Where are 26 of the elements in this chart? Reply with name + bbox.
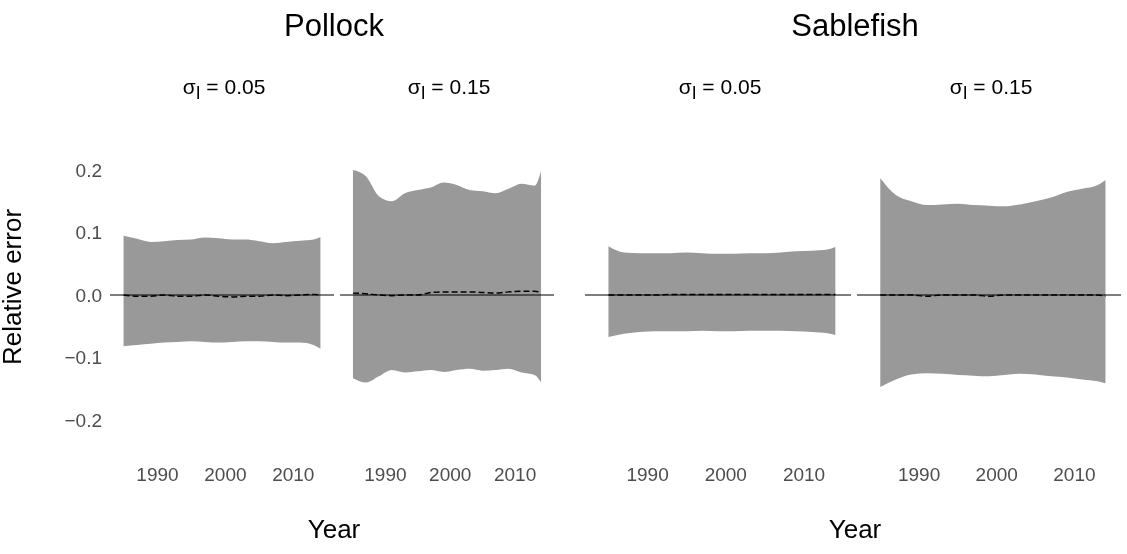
x-tick-label: 2010 bbox=[493, 464, 537, 486]
x-tick-label: 1990 bbox=[626, 464, 669, 486]
chart-title: Sablefish bbox=[790, 8, 920, 44]
chart-subtitle: σ$_{I}$ = 0.15 bbox=[406, 75, 492, 105]
x-tick-label: 2000 bbox=[975, 464, 1018, 486]
x-tick-label: 2010 bbox=[782, 464, 826, 486]
y-tick-label: 0.0 bbox=[75, 284, 102, 306]
y-tick-label: 0.2 bbox=[75, 159, 102, 181]
x-tick-label: 1990 bbox=[364, 464, 407, 486]
x-tick-label: 2010 bbox=[272, 464, 315, 486]
chart-subtitle: σ$_{I}$ = 0.15 bbox=[948, 75, 1034, 105]
y-tick-label: −0.1 bbox=[64, 347, 102, 369]
chart-subtitle: σ$_{I}$ = 0.05 bbox=[677, 75, 763, 105]
y-tick-label: 0.1 bbox=[75, 222, 102, 244]
x-axis-title: Year bbox=[306, 514, 362, 545]
x-tick-label: 2000 bbox=[429, 464, 472, 486]
x-tick-label: 2000 bbox=[704, 464, 747, 486]
x-tick-label: 2010 bbox=[1053, 464, 1096, 486]
y-axis-title: Relative error bbox=[0, 208, 28, 365]
y-tick-label: −0.2 bbox=[64, 409, 102, 431]
x-axis-title: Year bbox=[827, 514, 883, 545]
x-tick-label: 1990 bbox=[897, 464, 941, 486]
x-tick-label: 2000 bbox=[204, 464, 247, 486]
chart-subtitle: σ$_{I}$ = 0.05 bbox=[181, 75, 267, 105]
x-tick-label: 1990 bbox=[136, 464, 179, 486]
chart-title: Pollock bbox=[283, 8, 385, 44]
